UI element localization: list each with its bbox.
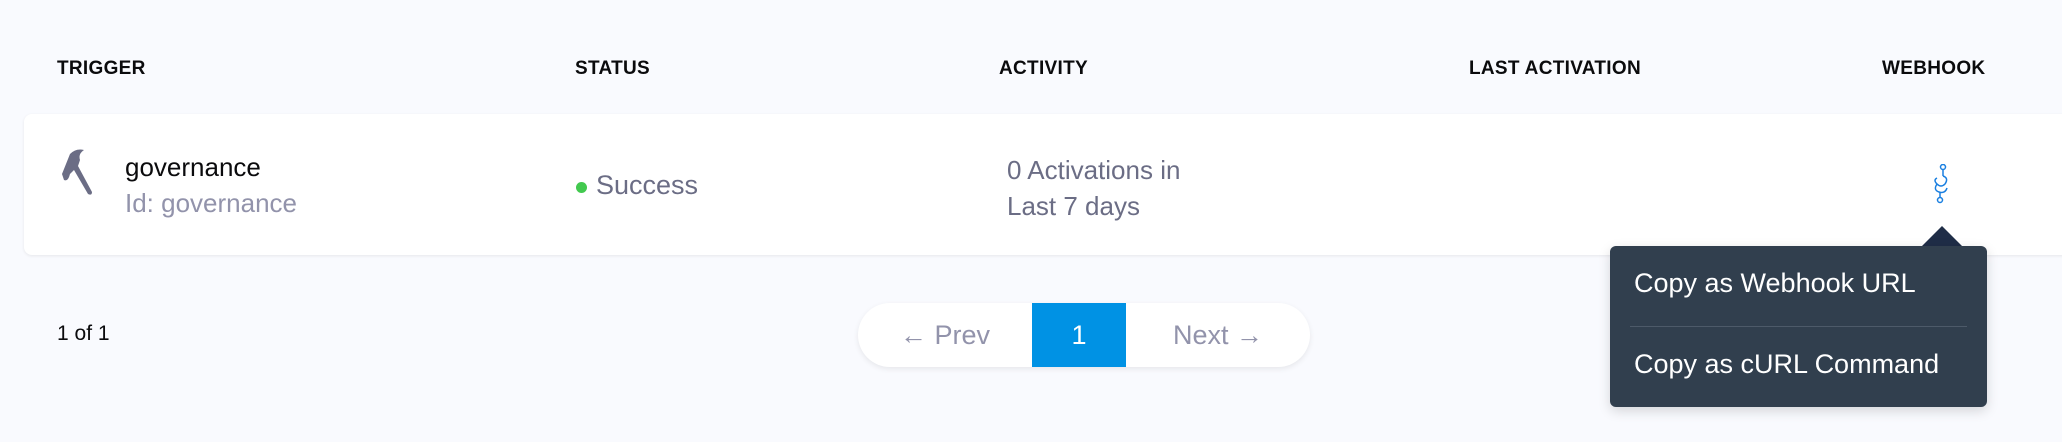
- trigger-name[interactable]: governance: [125, 152, 261, 182]
- webhook-button[interactable]: [1925, 163, 1955, 204]
- webhook-icon: [1934, 163, 1948, 204]
- trigger-id: Id: governance: [125, 188, 298, 218]
- copy-webhook-url-item[interactable]: Copy as Webhook URL: [1634, 268, 1916, 298]
- header-trigger: TRIGGER: [57, 58, 146, 79]
- next-button[interactable]: Next →: [1172, 320, 1264, 350]
- activity-count: 0 Activations in: [1007, 155, 1181, 185]
- hammer-icon: [62, 149, 92, 195]
- prev-button[interactable]: ← Prev: [899, 320, 991, 350]
- status-dot: [576, 182, 587, 193]
- page-count: 1 of 1: [57, 322, 110, 345]
- status-badge: Success: [596, 170, 699, 200]
- header-webhook: WEBHOOK: [1882, 58, 1986, 79]
- header-last-activation: LAST ACTIVATION: [1469, 58, 1641, 79]
- webhook-menu: Copy as Webhook URL Copy as cURL Command: [1610, 246, 1987, 407]
- table-row[interactable]: [24, 114, 2062, 255]
- pagination: ← Prev 1 Next →: [858, 303, 1310, 367]
- page-1-button[interactable]: 1: [1032, 303, 1126, 367]
- header-activity: ACTIVITY: [999, 58, 1088, 79]
- activity-text: 0 Activations in Last 7 days: [1007, 152, 1180, 224]
- menu-divider: [1630, 326, 1967, 327]
- header-status: STATUS: [575, 58, 650, 79]
- copy-curl-command-item[interactable]: Copy as cURL Command: [1634, 349, 1940, 379]
- activity-period: Last 7 days: [1007, 191, 1140, 221]
- tooltip-arrow: [1922, 226, 1962, 246]
